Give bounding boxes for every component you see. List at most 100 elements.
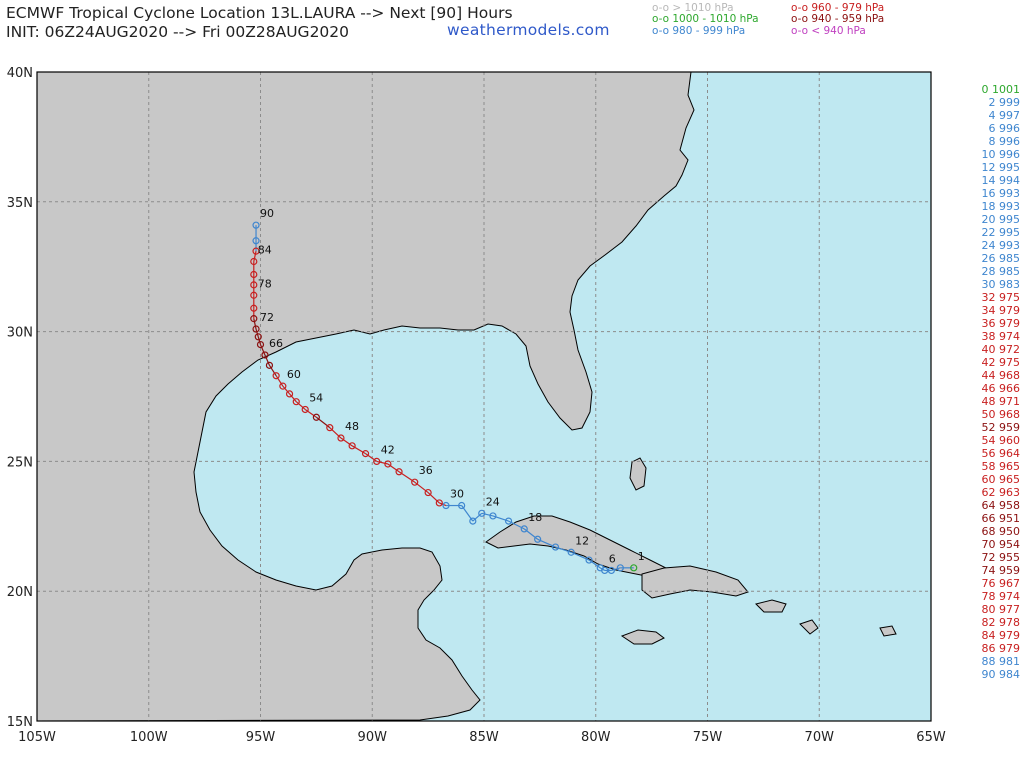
track-point: [424, 488, 432, 497]
hour-pressure-entry: 54 960: [981, 434, 1021, 447]
track-hour-label: 30: [450, 488, 464, 501]
track-segment: [340, 437, 353, 447]
track-point: [292, 398, 300, 406]
hour-pressure-entry: 90 984: [981, 668, 1021, 681]
hour-pressure-entry: 4 997: [988, 109, 1021, 122]
hour-pressure-entry: 58 965: [981, 460, 1021, 473]
legend-entry: o-o < 940 hPa: [791, 24, 866, 37]
track-point: [254, 333, 262, 341]
hour-pressure-entry: 62 963: [981, 486, 1021, 499]
track-hour-label: 60: [287, 368, 301, 381]
track-point: [252, 237, 260, 245]
storm-track: [250, 221, 638, 575]
hour-pressure-entry: 74 959: [981, 564, 1021, 577]
pressure-legend-left: o-o > 1010 hPa o-o 1000 - 1010 hPa o-o 9…: [652, 2, 759, 37]
track-point: [478, 509, 486, 517]
track-point: [256, 340, 265, 349]
hour-pressure-entry: 70 954: [981, 538, 1021, 551]
track-point: [551, 543, 560, 551]
track-point: [250, 315, 258, 323]
lat-tick-label: 25N: [7, 455, 33, 470]
title-line-1: ECMWF Tropical Cyclone Location 13L.LAUR…: [6, 4, 513, 22]
track-hour-label: 66: [269, 337, 283, 350]
brand-link[interactable]: weathermodels.com: [447, 21, 610, 39]
track-point: [520, 525, 528, 533]
hour-pressure-entry: 82 978: [981, 616, 1021, 629]
track-segment: [376, 460, 389, 465]
map-frame: [36, 71, 932, 722]
hour-pressure-entry: 0 1001: [981, 83, 1021, 96]
track-point: [607, 566, 615, 575]
hour-pressure-entry: 10 996: [981, 148, 1021, 161]
hour-pressure-entry: 64 958: [981, 499, 1021, 512]
track-point: [361, 450, 370, 458]
legend-entry: o-o > 1010 hPa: [652, 2, 734, 14]
track-point: [534, 535, 542, 543]
track-segment: [253, 318, 257, 330]
lon-tick-label: 105W: [18, 730, 56, 745]
land-jamaica: [620, 629, 665, 645]
hour-pressure-entry: 2 999: [988, 96, 1021, 109]
land-islands: [799, 619, 897, 637]
track-point: [279, 382, 287, 390]
track-point: [250, 257, 258, 266]
hour-pressure-entry: 84 979: [981, 629, 1021, 642]
hour-pressure-entry: 42 975: [981, 356, 1021, 369]
hour-pressure-entry: 18 993: [981, 200, 1021, 213]
hour-pressure-entry: 6 996: [988, 122, 1021, 135]
lat-tick-label: 15N: [7, 715, 33, 730]
track-segment: [289, 393, 297, 403]
track-segment: [329, 427, 342, 439]
hour-pressure-entry: 66 951: [981, 512, 1021, 525]
hour-pressure-entry: 36 979: [981, 317, 1021, 330]
hour-pressure-entry: 86 979: [981, 642, 1021, 655]
track-segment: [259, 344, 266, 356]
track-segment: [472, 512, 483, 522]
track-segment: [588, 559, 601, 569]
track-hour-label: 72: [260, 311, 274, 324]
hour-pressure-entry: 72 955: [981, 551, 1021, 564]
track-point: [301, 405, 309, 414]
track-hour-label: 6: [609, 552, 616, 565]
track-hour-label: 54: [309, 391, 323, 404]
lat-tick-label: 35N: [7, 196, 33, 211]
hour-pressure-entry: 60 965: [981, 473, 1021, 486]
hour-pressure-entry: 46 966: [981, 382, 1021, 395]
track-segment: [427, 492, 440, 504]
track-point: [250, 304, 258, 312]
hour-pressure-entry: 76 967: [981, 577, 1021, 590]
hour-pressure-entry: 88 981: [981, 655, 1021, 668]
track-hour-label: 48: [345, 420, 359, 433]
legend-entry: o-o 1000 - 1010 hPa: [652, 13, 759, 26]
track-segment: [304, 408, 317, 418]
track-segment: [295, 401, 306, 410]
lon-tick-label: 95W: [246, 730, 276, 745]
track-segment: [255, 328, 259, 337]
track-point: [504, 517, 513, 525]
track-point: [384, 460, 392, 468]
lon-tick-label: 80W: [581, 730, 611, 745]
lon-tick-label: 70W: [805, 730, 835, 745]
hour-pressure-entry: 12 995: [981, 161, 1021, 174]
track-point: [585, 556, 593, 564]
track-point: [250, 291, 258, 299]
track-segment: [275, 375, 284, 387]
hour-pressure-entry: 48 971: [981, 395, 1021, 408]
legend-entry: o-o 980 - 999 hPa: [652, 24, 746, 37]
hour-pressure-entry: 80 977: [981, 603, 1021, 616]
track-point: [458, 501, 466, 510]
track-point: [489, 512, 497, 520]
hour-pressure-entry: 28 985: [981, 265, 1021, 278]
track-segment: [611, 567, 621, 572]
lon-tick-label: 85W: [469, 730, 499, 745]
hour-pressure-entry: 26 985: [981, 252, 1021, 265]
track-point: [616, 564, 624, 572]
track-segment: [264, 354, 270, 366]
hour-pressure-list: 0 1001 2 999 4 997 6 996 8 996 10 996 12 995 14…: [958, 83, 1021, 681]
track-point: [250, 281, 258, 289]
track-point: [250, 270, 258, 279]
hour-pressure-entry: 68 950: [981, 525, 1021, 538]
hour-pressure-entry: 14 994: [981, 174, 1021, 187]
hour-pressure-entry: 44 968: [981, 369, 1021, 382]
